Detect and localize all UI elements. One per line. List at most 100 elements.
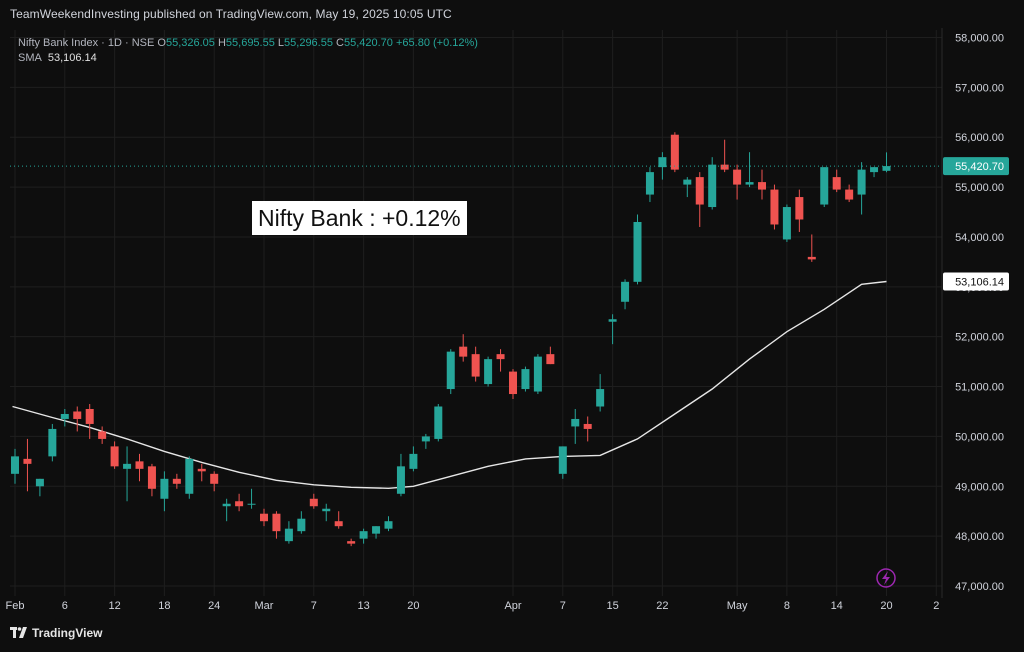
candle-body <box>720 164 729 170</box>
candle <box>446 349 455 395</box>
candle-body <box>446 351 455 390</box>
close-label: C <box>336 37 344 49</box>
sma-line <box>12 280 887 490</box>
x-tick-label: Apr <box>504 600 521 612</box>
candle-body <box>870 167 879 173</box>
open-value: 55,326.05 <box>165 37 215 49</box>
candle <box>645 167 654 203</box>
x-tick-label: 14 <box>831 600 843 612</box>
candle <box>633 214 642 285</box>
candle <box>359 528 368 544</box>
candle <box>695 172 704 227</box>
candle-body <box>135 461 144 469</box>
candle-body <box>832 177 841 190</box>
candle <box>795 189 804 232</box>
candle-body <box>471 354 480 377</box>
candle <box>147 463 156 497</box>
candle-body <box>782 207 791 240</box>
candle-body <box>396 466 405 494</box>
candle-body <box>571 418 580 427</box>
candle-body <box>222 503 231 507</box>
candle <box>85 404 94 439</box>
y-tick-label: 49,000.00 <box>955 481 1004 493</box>
candle <box>621 279 630 310</box>
candle-body <box>123 463 132 469</box>
candle-body <box>235 501 244 507</box>
candle-body <box>347 541 356 544</box>
candle <box>708 157 717 210</box>
candle <box>758 169 766 200</box>
symbol-label: Nifty Bank Index · 1D · NSE <box>18 37 155 49</box>
candle <box>820 167 829 208</box>
candle <box>384 516 393 532</box>
sma-polyline <box>12 280 887 490</box>
x-tick-label: 20 <box>407 600 419 612</box>
legend-sma-row: SMA 53,106.14 <box>18 51 478 66</box>
candle <box>73 406 82 432</box>
sma-price-label: 53,106.14 <box>955 277 1004 289</box>
candle <box>160 471 169 512</box>
x-tick-label: 24 <box>208 600 220 612</box>
candle-body <box>633 221 642 282</box>
annotation-box: Nifty Bank : +0.12% <box>252 201 467 235</box>
candle-body <box>596 389 605 407</box>
candle <box>197 463 206 482</box>
footer-brand-text: TradingView <box>32 626 103 640</box>
y-tick-label: 55,000.00 <box>955 182 1004 194</box>
candle <box>832 169 841 193</box>
candle-body <box>284 528 293 542</box>
candle <box>807 234 816 262</box>
x-tick-label: 13 <box>357 600 369 612</box>
candle-body <box>857 169 866 195</box>
candlestick-chart[interactable]: 47,000.00 48,000.00 49,000.00 50,000.00 51,0… <box>0 0 1024 626</box>
candle <box>123 446 132 502</box>
candle <box>235 493 244 512</box>
lightning-icon[interactable] <box>876 568 896 588</box>
candle <box>496 349 505 372</box>
candle <box>347 538 356 547</box>
low-value: 55,296.55 <box>284 37 333 49</box>
candle-body <box>147 466 156 489</box>
sma-value: 53,106.14 <box>47 52 97 64</box>
x-tick-label: 15 <box>606 600 618 612</box>
candle-body <box>73 411 82 419</box>
candle-body <box>172 478 181 484</box>
candle <box>272 511 281 539</box>
y-tick-label: 47,000.00 <box>955 581 1004 593</box>
candle <box>670 132 679 173</box>
candle-body <box>11 456 19 474</box>
candle-body <box>210 473 219 484</box>
candle-body <box>645 172 654 195</box>
grid-lines <box>10 30 942 596</box>
low-label: L <box>277 37 285 49</box>
candle <box>870 167 879 178</box>
candle-body <box>272 513 281 532</box>
x-tick-label: Mar <box>255 600 274 612</box>
candle-body <box>185 458 194 494</box>
candle-body <box>533 356 542 392</box>
x-tick-label: May <box>727 600 748 612</box>
candle-body <box>695 177 704 205</box>
y-tick-label: 58,000.00 <box>955 32 1004 44</box>
candle-body <box>745 182 754 185</box>
y-tick-label: 57,000.00 <box>955 82 1004 94</box>
x-tick-label: 2 <box>933 600 939 612</box>
candle-body <box>297 518 306 532</box>
candle-body <box>807 256 816 260</box>
candle <box>172 473 181 489</box>
candle <box>409 446 418 472</box>
x-tick-label: Feb <box>6 600 25 612</box>
y-axis: 47,000.00 48,000.00 49,000.00 50,000.00 51,0… <box>941 28 1004 598</box>
candle-body <box>60 413 69 419</box>
candle-body <box>110 446 119 467</box>
candle-body <box>160 478 169 499</box>
candle-body <box>658 157 667 168</box>
x-tick-label: 20 <box>880 600 892 612</box>
candle <box>583 416 592 442</box>
y-tick-label: 51,000.00 <box>955 382 1004 394</box>
candle <box>48 423 57 462</box>
candle-body <box>708 164 717 208</box>
last-price-tag <box>943 157 1009 176</box>
candle <box>334 511 343 529</box>
